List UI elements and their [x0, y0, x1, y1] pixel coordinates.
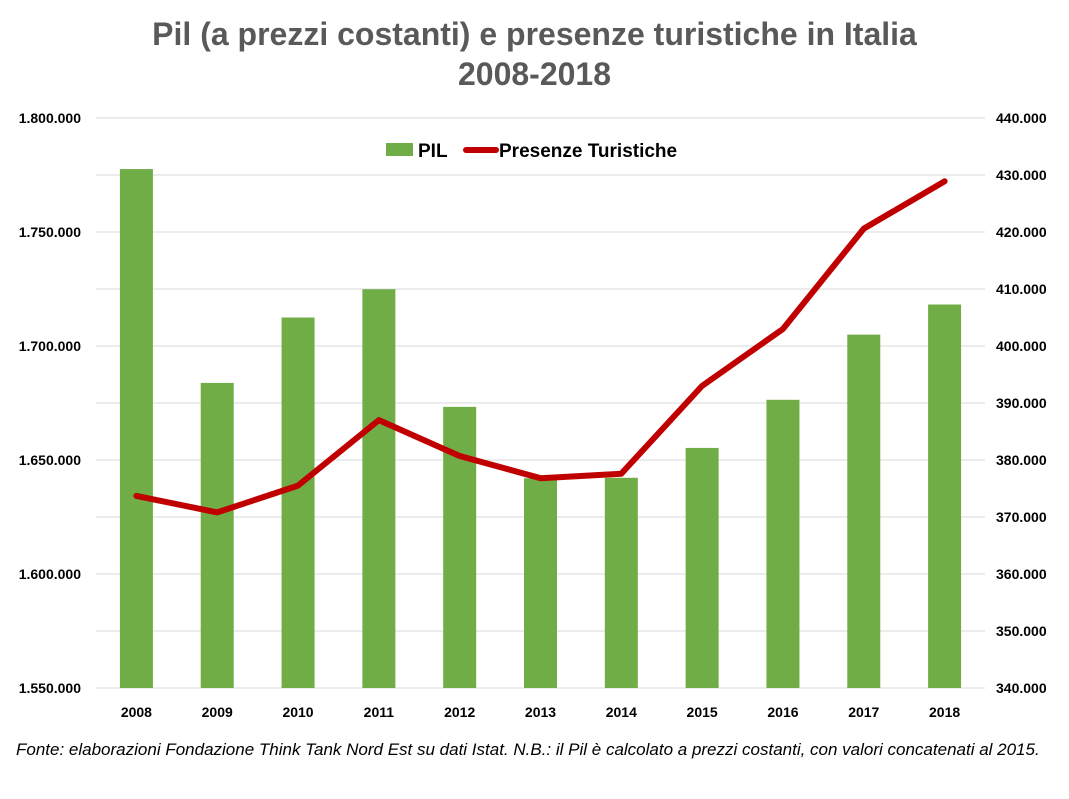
x-axis-tick-label: 2018 [929, 704, 960, 720]
x-axis-tick-label: 2008 [121, 704, 152, 720]
right-axis-tick-label: 370.000 [996, 509, 1047, 525]
left-axis-tick-label: 1.750.000 [19, 224, 81, 240]
right-axis-tick-label: 420.000 [996, 224, 1047, 240]
pil-bar [362, 289, 396, 688]
right-axis-tick-label: 390.000 [996, 395, 1047, 411]
x-axis-tick-label: 2014 [606, 704, 637, 720]
x-axis-tick-label: 2009 [202, 704, 233, 720]
pil-bar [766, 399, 800, 688]
x-axis-tick-label: 2010 [282, 704, 313, 720]
chart-title-line1: Pil (a prezzi costanti) e presenze turis… [152, 16, 917, 52]
pil-bar [928, 304, 962, 688]
right-axis-tick-label: 380.000 [996, 452, 1047, 468]
x-axis-tick-label: 2013 [525, 704, 556, 720]
chart-title: Pil (a prezzi costanti) e presenze turis… [0, 14, 1069, 94]
left-axis-ticks: 1.550.000 1.600.000 1.650.000 1.700.000 1.75… [19, 110, 81, 696]
pil-bar [685, 447, 719, 688]
pil-bar [119, 169, 153, 688]
left-axis-tick-label: 1.550.000 [19, 680, 81, 696]
legend-label-pil: PIL [418, 141, 448, 162]
legend-label-presenze: Presenze Turistiche [499, 141, 677, 162]
right-axis-tick-label: 340.000 [996, 680, 1047, 696]
right-axis-tick-label: 360.000 [996, 566, 1047, 582]
gridlines [96, 117, 985, 689]
right-axis-tick-label: 430.000 [996, 167, 1047, 183]
pil-bar [604, 477, 638, 688]
pil-bars [119, 169, 962, 688]
x-axis-tick-label: 2015 [687, 704, 718, 720]
legend: PIL Presenze Turistiche [386, 141, 677, 162]
right-axis-tick-label: 400.000 [996, 338, 1047, 354]
x-axis-tick-label: 2016 [767, 704, 798, 720]
x-axis-tick-label: 2017 [848, 704, 879, 720]
x-axis-tick-label: 2011 [364, 704, 395, 720]
legend-swatch-pil [386, 143, 413, 156]
pil-bar [200, 382, 234, 688]
left-axis-tick-label: 1.700.000 [19, 338, 81, 354]
right-axis-ticks: 340.000 350.000 360.000 370.000 380.000 390.0… [996, 110, 1047, 696]
right-axis-tick-label: 410.000 [996, 281, 1047, 297]
left-axis-tick-label: 1.600.000 [19, 566, 81, 582]
right-axis-tick-label: 350.000 [996, 623, 1047, 639]
chart-title-line2: 2008-2018 [457, 56, 612, 92]
source-note: Fonte: elaborazioni Fondazione Think Tan… [16, 740, 1040, 759]
presenze-series-line [133, 178, 948, 516]
pil-bar [524, 478, 557, 688]
left-axis-tick-label: 1.800.000 [19, 110, 81, 126]
left-axis-tick-label: 1.650.000 [19, 452, 81, 468]
right-axis-tick-label: 440.000 [996, 110, 1047, 126]
pil-bar [281, 317, 315, 688]
x-axis-tick-label: 2012 [444, 704, 475, 720]
presenze-line [133, 178, 948, 516]
pil-bar [847, 334, 881, 688]
x-axis-ticks: 2008 2009 2010 2011 2012 2013 2014 2015 2016 2017… [121, 704, 961, 720]
